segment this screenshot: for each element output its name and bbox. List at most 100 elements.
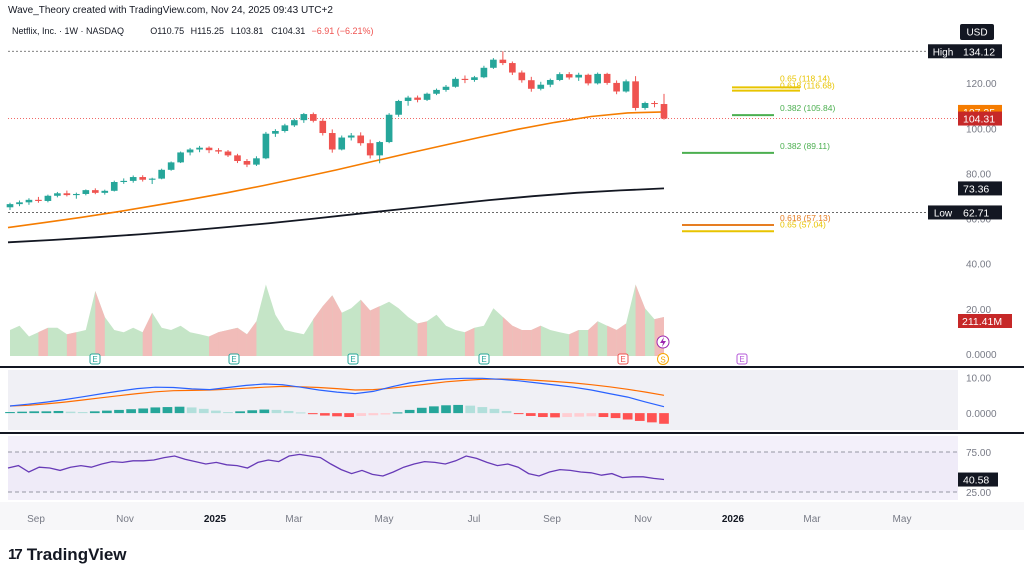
macd-histogram-bar bbox=[622, 413, 633, 420]
earnings-marker-letter: E bbox=[620, 355, 625, 364]
chart-svg[interactable]: 120.00 100.00 80.00 60.00 40.00 20.00 0.0000 0.… bbox=[0, 18, 1024, 530]
macd-histogram-bar bbox=[586, 413, 597, 417]
price-axis-tick: 20.00 bbox=[966, 305, 991, 316]
tradingview-logo-icon: 17 bbox=[8, 546, 23, 563]
candle bbox=[565, 72, 573, 80]
candle-body bbox=[651, 103, 658, 105]
candle bbox=[215, 148, 222, 154]
candle-body bbox=[139, 177, 147, 180]
candle-body bbox=[186, 149, 194, 153]
time-axis-tick: May bbox=[375, 514, 394, 525]
candle bbox=[63, 190, 71, 197]
macd-histogram-bar bbox=[550, 413, 560, 418]
candle bbox=[319, 118, 327, 136]
earnings-marker-box bbox=[89, 353, 101, 365]
candle-body bbox=[347, 135, 355, 138]
candle-body bbox=[509, 63, 516, 73]
candle bbox=[73, 192, 80, 199]
macd-histogram-bar bbox=[320, 413, 330, 416]
candle-body bbox=[423, 93, 431, 100]
candle bbox=[660, 93, 668, 120]
chart-area[interactable]: 120.00 100.00 80.00 60.00 40.00 20.00 0.0000 0.… bbox=[0, 18, 1024, 530]
rsi-line bbox=[7, 453, 665, 481]
candle-body bbox=[442, 86, 450, 90]
macd-histogram-bar bbox=[5, 412, 15, 414]
candle bbox=[300, 112, 308, 123]
price-axis-tick: 0.0000 bbox=[966, 350, 997, 361]
candle bbox=[480, 65, 488, 79]
macd-histogram-bar bbox=[429, 406, 439, 414]
candle bbox=[139, 175, 147, 182]
candle-body bbox=[224, 151, 232, 156]
candle-body bbox=[129, 177, 137, 181]
candle-body bbox=[357, 135, 365, 144]
volume-down-segment bbox=[502, 317, 513, 356]
macd-histogram-bar bbox=[307, 413, 318, 415]
ema50-line bbox=[7, 111, 665, 229]
candle-body bbox=[622, 81, 630, 92]
candle-body bbox=[328, 133, 336, 150]
volume-down-segment bbox=[218, 330, 228, 356]
candle bbox=[537, 81, 545, 91]
tradingview-logo[interactable]: 17 TradingView bbox=[8, 545, 127, 565]
volume-down-segment bbox=[370, 306, 380, 356]
candle-body bbox=[110, 182, 118, 191]
candle bbox=[366, 139, 374, 159]
candle-body bbox=[73, 193, 80, 196]
fib-level-label: 0.65 (57.04) bbox=[780, 219, 826, 229]
earnings-marker-icon: E bbox=[228, 353, 240, 365]
candle-body bbox=[6, 204, 14, 208]
price-label: 73.36 bbox=[958, 181, 1002, 196]
price-label-bg bbox=[958, 111, 1002, 126]
macd-histogram-bar bbox=[186, 407, 197, 414]
candle-body bbox=[660, 104, 668, 119]
candle bbox=[622, 79, 630, 93]
candle bbox=[281, 123, 289, 133]
rsi-label-bg bbox=[958, 472, 998, 487]
macd-histogram-bar bbox=[271, 409, 282, 414]
macd-histogram-bar bbox=[598, 413, 609, 418]
candle-body bbox=[309, 114, 317, 121]
candle bbox=[594, 72, 601, 85]
candle-body bbox=[25, 199, 33, 203]
candle-body bbox=[63, 193, 71, 196]
macd-histogram-bar bbox=[465, 405, 476, 414]
legend-value: H115.25 bbox=[191, 26, 224, 36]
volume-down-segment bbox=[313, 306, 323, 356]
candle bbox=[262, 131, 270, 160]
time-axis-tick: 2026 bbox=[722, 514, 745, 525]
macd-histogram-bar bbox=[247, 410, 258, 414]
time-axis-tick: Mar bbox=[285, 514, 303, 525]
macd-histogram-bar bbox=[453, 404, 463, 414]
earnings-marker-icon: E bbox=[736, 353, 748, 365]
price-label-bg bbox=[958, 44, 1002, 59]
candle-body bbox=[414, 97, 421, 100]
volume-down-segment bbox=[607, 325, 617, 356]
volume-down-segment bbox=[360, 299, 371, 356]
currency-badge[interactable]: USD bbox=[960, 24, 994, 40]
macd-histogram-bar bbox=[356, 413, 367, 416]
candle bbox=[632, 76, 639, 111]
candle bbox=[82, 189, 90, 196]
legend-value: C104.31 bbox=[271, 26, 305, 36]
candle bbox=[641, 101, 649, 110]
macd-histogram-bar bbox=[332, 413, 342, 417]
candle bbox=[414, 95, 421, 103]
time-axis-tick: Sep bbox=[27, 514, 45, 525]
price-axis-tick: 80.00 bbox=[966, 169, 991, 180]
time-axis-tick: Mar bbox=[803, 514, 821, 525]
volume-down-segment bbox=[95, 291, 105, 356]
candle-body bbox=[499, 59, 507, 64]
candle bbox=[575, 72, 583, 81]
candle-body bbox=[338, 137, 346, 150]
candle-body bbox=[632, 81, 639, 108]
candle bbox=[546, 78, 554, 88]
candle bbox=[433, 88, 440, 96]
candle-body bbox=[404, 97, 412, 101]
candle-body bbox=[527, 80, 535, 89]
candle bbox=[613, 80, 620, 95]
price-label: 104.31 bbox=[958, 111, 1002, 126]
price-axis-tick: 120.00 bbox=[966, 79, 997, 90]
credit-header: Wave_Theory created with TradingView.com… bbox=[0, 0, 1024, 18]
candle-body bbox=[262, 133, 270, 159]
